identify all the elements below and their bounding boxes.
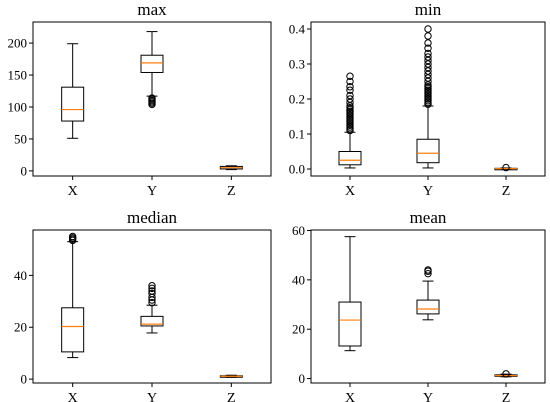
outlier-point [424,25,432,33]
box-Z [494,163,518,172]
box-body [61,86,85,122]
outlier-point [346,95,354,103]
box-Y [416,266,440,321]
y-tick-label: 200 [8,36,28,51]
y-tick-label: 0.1 [289,127,305,142]
outlier-point [148,282,156,290]
outlier-point [424,56,432,65]
box-Y [416,25,440,169]
outlier-point [424,63,432,72]
outlier-point [148,289,156,298]
y-tick-label: 0.0 [289,162,305,177]
chart-title: max [137,0,167,19]
y-tick-label: 0.2 [289,92,305,107]
outlier-point [424,39,432,47]
x-tick-label: Y [423,391,433,402]
box-body [338,151,362,166]
outlier-point [424,70,432,79]
chart-panel-median: median 0 20 40 X Y Z [14,208,272,402]
box-body [140,54,164,73]
box-Z [494,370,518,378]
outlier-point [346,72,354,80]
y-tick-label: 0 [299,371,306,386]
outlier-point [148,298,156,307]
outlier-point [424,60,432,68]
outlier-point [424,49,432,58]
box-X [61,43,85,139]
y-tick-label: 20 [14,320,27,335]
y-tick-label: 60 [292,223,305,238]
y-tick-label: 40 [14,268,27,283]
box-body [416,138,440,164]
y-tick-label: 0.3 [289,57,305,72]
chart-panel-mean: mean 0 20 40 60 X Y Z [292,208,546,402]
box-body [61,307,85,353]
x-tick-label: Z [227,184,236,199]
outlier-point [424,269,432,278]
y-tick-label: 40 [292,272,305,287]
y-tick-label: 0 [21,372,28,387]
y-tick-label: 0.4 [289,22,306,37]
box-Y [140,31,164,109]
outlier-point [346,102,354,110]
chart-title: min [415,0,442,19]
outlier-point [148,287,156,295]
outlier-point [424,67,432,75]
x-tick-label: Y [147,184,157,199]
outlier-point [346,83,354,91]
y-tick-label: 0 [21,163,28,178]
outlier-point [148,284,156,293]
outlier-point [424,77,432,86]
box-X [338,236,362,352]
box-X [338,72,362,169]
outlier-point [424,266,432,274]
box-body [416,299,440,315]
outlier-point [346,77,354,86]
x-tick-label: Y [147,391,157,402]
box-X [61,232,85,359]
outlier-point [424,81,432,89]
x-tick-label: Y [423,184,433,199]
outlier-point [424,74,432,82]
y-tick-label: 150 [8,68,28,83]
outlier-point [346,86,354,94]
x-tick-label: X [345,391,355,402]
box-body [140,315,164,327]
y-tick-label: 50 [14,131,27,146]
x-tick-label: Z [502,184,511,199]
box-Y [140,282,164,334]
outlier-point [424,32,432,40]
x-tick-label: X [68,391,78,402]
chart-title: mean [410,208,447,227]
outlier-point [502,370,510,378]
chart-panel-min: min 0.0 0.1 0.2 0.3 0.4 X Y Z [289,0,546,199]
y-tick-label: 20 [292,322,305,337]
outlier-point [424,44,432,52]
outlier-point [68,232,77,241]
outlier-point [502,163,510,172]
y-tick-label: 100 [8,99,28,114]
outlier-point [346,98,354,107]
box-Z [219,374,243,378]
x-tick-label: X [345,184,355,199]
outlier-point [346,91,354,100]
axes-frame [310,229,546,384]
x-tick-label: Z [227,391,236,402]
outlier-point [424,53,432,61]
chart-panel-max: max 0 50 100 150 200 X Y Z [8,0,272,199]
x-tick-label: X [68,184,78,199]
box-Z [219,165,243,171]
outlier-point [148,94,156,102]
box-body [338,301,362,347]
chart-title: median [127,208,178,227]
x-tick-label: Z [502,391,511,402]
